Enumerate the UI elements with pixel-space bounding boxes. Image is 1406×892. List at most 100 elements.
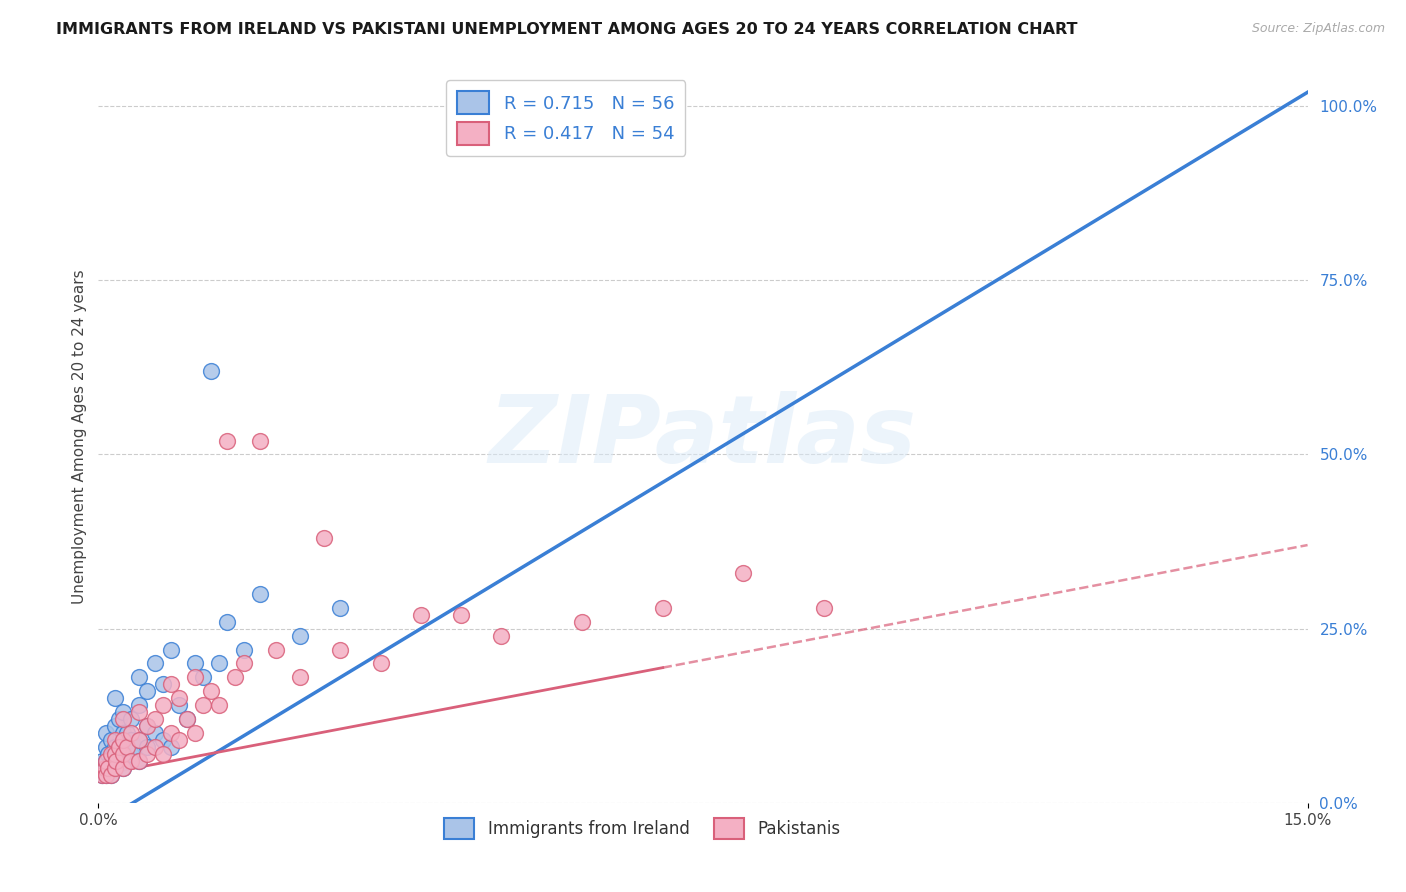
Point xyxy=(96,726,118,740)
Point xyxy=(96,754,118,768)
Point xyxy=(288,670,311,684)
Point xyxy=(94,761,117,775)
Point xyxy=(450,607,472,622)
Point xyxy=(193,698,215,713)
Legend: Immigrants from Ireland, Pakistanis: Immigrants from Ireland, Pakistanis xyxy=(437,811,848,846)
Point xyxy=(103,747,125,761)
Point xyxy=(135,719,157,733)
Point xyxy=(105,754,128,768)
Point xyxy=(135,740,157,755)
Point xyxy=(111,761,134,775)
Y-axis label: Unemployment Among Ages 20 to 24 years: Unemployment Among Ages 20 to 24 years xyxy=(72,269,87,605)
Point xyxy=(103,761,125,775)
Point xyxy=(115,726,138,740)
Point xyxy=(111,712,134,726)
Point xyxy=(232,657,254,671)
Point xyxy=(160,740,183,755)
Point xyxy=(491,629,513,643)
Text: IMMIGRANTS FROM IRELAND VS PAKISTANI UNEMPLOYMENT AMONG AGES 20 TO 24 YEARS CORR: IMMIGRANTS FROM IRELAND VS PAKISTANI UNE… xyxy=(56,22,1078,37)
Point xyxy=(111,733,134,747)
Point xyxy=(128,670,150,684)
Point xyxy=(128,698,150,713)
Point xyxy=(91,754,114,768)
Point xyxy=(111,747,134,761)
Point xyxy=(249,587,271,601)
Point xyxy=(120,747,142,761)
Point xyxy=(160,677,183,691)
Text: Source: ZipAtlas.com: Source: ZipAtlas.com xyxy=(1251,22,1385,36)
Point xyxy=(128,754,150,768)
Point xyxy=(91,768,114,782)
Point xyxy=(100,747,122,761)
Point xyxy=(571,99,593,113)
Point xyxy=(152,733,174,747)
Point xyxy=(120,712,142,726)
Point xyxy=(217,615,239,629)
Point xyxy=(232,642,254,657)
Point xyxy=(208,657,231,671)
Point xyxy=(160,726,183,740)
Point xyxy=(100,754,122,768)
Point xyxy=(128,705,150,719)
Point xyxy=(103,719,125,733)
Point xyxy=(571,615,593,629)
Point xyxy=(103,733,125,747)
Point xyxy=(103,691,125,706)
Point xyxy=(264,642,287,657)
Text: ZIPatlas: ZIPatlas xyxy=(489,391,917,483)
Point xyxy=(167,691,190,706)
Point xyxy=(103,761,125,775)
Point xyxy=(143,726,166,740)
Point xyxy=(370,657,392,671)
Point xyxy=(813,600,835,615)
Point xyxy=(143,657,166,671)
Point xyxy=(184,670,207,684)
Point xyxy=(100,768,122,782)
Point xyxy=(249,434,271,448)
Point xyxy=(224,670,246,684)
Point xyxy=(409,607,432,622)
Point xyxy=(97,761,120,775)
Point xyxy=(124,740,146,755)
Point xyxy=(167,698,190,713)
Point xyxy=(107,740,129,755)
Point xyxy=(167,733,190,747)
Point xyxy=(111,705,134,719)
Point xyxy=(96,768,118,782)
Point xyxy=(115,740,138,755)
Point xyxy=(96,768,118,782)
Point xyxy=(128,754,150,768)
Point xyxy=(733,566,755,580)
Point xyxy=(193,670,215,684)
Point xyxy=(176,712,198,726)
Point xyxy=(107,740,129,755)
Point xyxy=(91,768,114,782)
Point xyxy=(112,740,135,755)
Point xyxy=(152,747,174,761)
Point xyxy=(97,761,120,775)
Point xyxy=(100,733,122,747)
Point xyxy=(120,754,142,768)
Point xyxy=(135,719,157,733)
Point xyxy=(120,733,142,747)
Point xyxy=(128,733,150,747)
Point xyxy=(96,740,118,755)
Point xyxy=(96,754,118,768)
Point xyxy=(329,600,352,615)
Point xyxy=(160,642,183,657)
Point xyxy=(120,726,142,740)
Point xyxy=(217,434,239,448)
Point xyxy=(103,740,125,755)
Point xyxy=(135,747,157,761)
Point xyxy=(200,364,222,378)
Point xyxy=(111,726,134,740)
Point xyxy=(184,726,207,740)
Point xyxy=(135,684,157,698)
Point xyxy=(143,712,166,726)
Point xyxy=(143,740,166,755)
Point xyxy=(111,747,134,761)
Point xyxy=(97,747,120,761)
Point xyxy=(314,531,336,545)
Point xyxy=(176,712,198,726)
Point xyxy=(111,761,134,775)
